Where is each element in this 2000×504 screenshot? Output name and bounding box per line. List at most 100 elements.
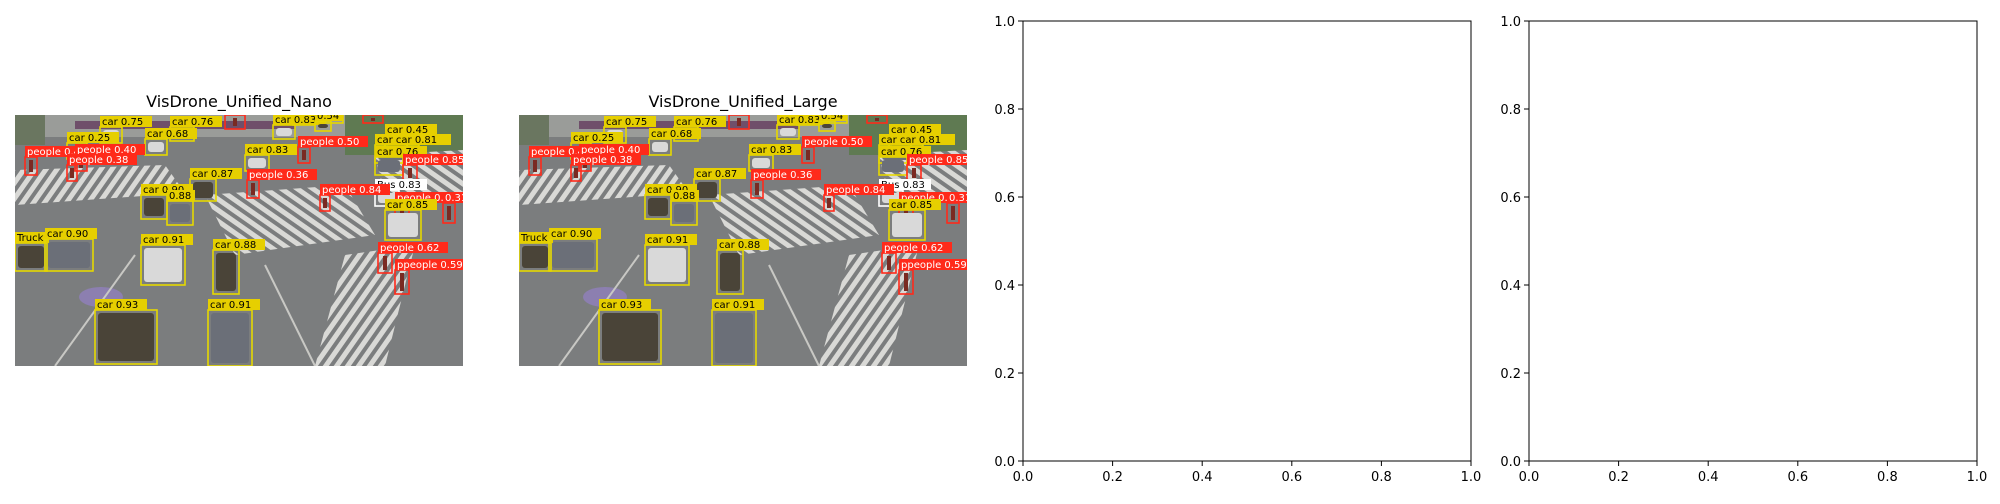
vehicle-shape xyxy=(522,246,548,268)
detection-label: people 0.50 xyxy=(804,137,863,148)
detection-label: car 0.76 xyxy=(881,147,922,158)
y-tick-label: 0.6 xyxy=(994,191,1015,206)
detection-people: people 0.38 xyxy=(66,154,137,182)
person-shape xyxy=(323,198,327,208)
detection-label: 0.31 xyxy=(949,193,971,204)
person-shape xyxy=(912,168,916,178)
vehicle-shape xyxy=(674,204,694,222)
detection-label: car 0.76 xyxy=(676,117,717,128)
detection-label-bg xyxy=(889,199,941,210)
detection-label: people 0.35 xyxy=(227,105,286,116)
detection-car: car 0.85 xyxy=(888,199,941,241)
person-shape xyxy=(400,206,404,218)
detection-label: ppeople 0.59 xyxy=(901,260,967,271)
vehicle-shape xyxy=(388,213,418,237)
detection-label: car 0.75 xyxy=(606,117,647,128)
detection-label-bg xyxy=(247,169,317,180)
vehicle-shape xyxy=(822,124,832,128)
x-tick-label: 0.4 xyxy=(1192,470,1213,485)
detection-label: car 0.87 xyxy=(696,169,737,180)
detection-label: 0.54 xyxy=(821,111,843,122)
detection-label: people 0.40 xyxy=(77,145,136,156)
detection-people: people 0.62 xyxy=(881,242,952,274)
detection-label-bg xyxy=(170,116,222,127)
detection-label: car 0.91 xyxy=(210,300,251,311)
person-shape xyxy=(904,273,908,291)
detection-label-bg xyxy=(100,116,152,127)
y-tick-label: 0.4 xyxy=(1500,279,1521,294)
detection-people: 0.31 xyxy=(946,192,971,224)
detection-label-bg xyxy=(141,184,193,195)
detection-car: car 0.85 xyxy=(384,199,437,241)
y-tick-label: 0.0 xyxy=(1500,455,1521,470)
detection-label: 0.54 xyxy=(317,111,339,122)
detection-label-bg xyxy=(645,184,697,195)
detection-label: car 0.88 xyxy=(215,240,256,251)
detection-label-bg xyxy=(694,168,746,179)
detection-label-bg xyxy=(882,242,952,253)
detection-people: people 0.36 xyxy=(750,169,821,199)
detection-people: people 0.62 xyxy=(377,242,448,274)
detection-label-bg xyxy=(712,299,764,310)
detection-label: car 0.75 xyxy=(102,117,143,128)
panel-title-nano: VisDrone_Unified_Nano xyxy=(146,92,332,112)
detection-label: people 0.36 xyxy=(249,170,308,181)
detection-label-bg xyxy=(824,184,894,195)
person-shape xyxy=(827,198,831,208)
detection-people: people 0.50 xyxy=(297,136,368,164)
detection-label: car 0.83 xyxy=(247,145,288,156)
detection-car: car 0.93 xyxy=(598,299,662,365)
detection-label: people 0.62 xyxy=(884,243,943,254)
vehicle-shape xyxy=(98,313,154,361)
detection-label: Truck xyxy=(520,233,548,244)
axes-frame xyxy=(1528,20,1978,462)
detection-truck: Truck xyxy=(15,232,49,272)
vehicle-shape xyxy=(552,242,594,268)
detection-car: car 0.90 xyxy=(44,228,97,272)
detection-label-bg xyxy=(315,115,343,121)
y-tick-label: 0.8 xyxy=(1500,103,1521,118)
detection-people: people 0.84 xyxy=(823,184,894,212)
detection-label-bg xyxy=(604,116,656,127)
x-tick-label: 0.2 xyxy=(1102,470,1123,485)
vehicle-shape xyxy=(48,242,90,268)
detection-car: car 0.88 xyxy=(212,239,265,295)
detection-car: car 0.90 xyxy=(548,228,601,272)
empty-axes-4: 0.0 0.2 0.4 0.6 0.8 1.0 0.0 0.2 0.4 0.6 0.8 1.0 xyxy=(1500,15,1987,485)
detection-label-bg xyxy=(947,192,967,203)
detection-label-bg xyxy=(141,234,193,245)
detection-label-bg xyxy=(571,132,623,143)
detection-label: car 0.91 xyxy=(647,235,688,246)
detection-car: 0.88 xyxy=(166,190,195,226)
detection-label: car 0.83 xyxy=(751,145,792,156)
detection-car: 0.88 xyxy=(670,190,699,226)
person-shape xyxy=(233,118,237,126)
person-shape xyxy=(755,183,759,195)
detection-people: ppeople 0.59 xyxy=(394,259,463,295)
detection-label: 0.31 xyxy=(445,193,467,204)
detection-people: people 0.84 xyxy=(319,184,390,212)
detection-label-bg xyxy=(899,259,967,270)
x-tick-label: 0.0 xyxy=(1013,470,1034,485)
detection-label: people 0.4 xyxy=(531,147,584,158)
detection-car: car 0.91 xyxy=(207,299,260,366)
vehicle-shape xyxy=(148,142,164,152)
detection-label: car 0.85 xyxy=(891,200,932,211)
axes-frame xyxy=(1022,20,1472,462)
detection-label-bg xyxy=(599,299,651,310)
vehicle-shape xyxy=(248,158,266,168)
detection-car: car 0.91 xyxy=(644,234,697,286)
crosswalk-center xyxy=(205,185,375,255)
detection-label: car 0.90 xyxy=(47,229,88,240)
person-shape xyxy=(447,206,451,220)
detection-label: car 0.68 xyxy=(651,129,692,140)
vehicle-shape xyxy=(216,253,236,291)
detection-label: 0.88 xyxy=(673,191,695,202)
detection-people: ppeople 0.59 xyxy=(898,259,967,295)
detection-label: people 0.4 xyxy=(27,147,80,158)
crosswalk-center xyxy=(709,185,879,255)
y-tick-label: 1.0 xyxy=(994,15,1015,30)
detection-label-bg xyxy=(378,242,448,253)
